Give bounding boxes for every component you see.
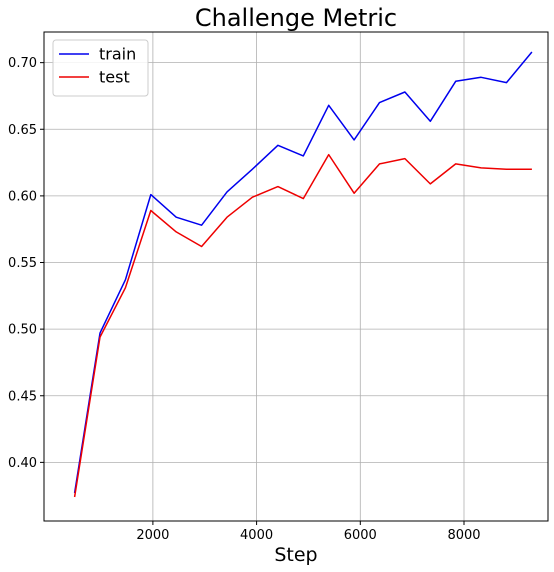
series-lines xyxy=(73,51,533,498)
plot-frame xyxy=(43,31,549,522)
y-tick-label-6: 0.70 xyxy=(8,56,37,71)
legend-label-test: test xyxy=(99,68,130,87)
legend-label-train: train xyxy=(99,45,136,64)
chart-title: Challenge Metric xyxy=(195,4,397,32)
x-axis-ticks: 2000 4000 6000 8000 xyxy=(136,521,481,543)
y-tick-label-2: 0.50 xyxy=(8,323,37,338)
x-tick-label-1: 4000 xyxy=(240,528,273,543)
series-line-test xyxy=(73,153,532,498)
y-axis-ticks: 0.40 0.45 0.50 0.55 0.60 0.65 0.70 xyxy=(8,56,44,471)
y-tick-label-1: 0.45 xyxy=(8,389,37,404)
y-tick-label-5: 0.65 xyxy=(8,123,37,138)
y-tick-label-0: 0.40 xyxy=(8,456,37,471)
legend: train test xyxy=(52,39,149,97)
x-tick-label-2: 6000 xyxy=(344,528,377,543)
grid xyxy=(44,32,548,521)
y-tick-label-3: 0.55 xyxy=(8,256,37,271)
y-tick-label-4: 0.60 xyxy=(8,189,37,204)
x-axis-label: Step xyxy=(274,544,317,566)
x-tick-label-3: 8000 xyxy=(447,528,480,543)
series-line-train xyxy=(73,51,533,494)
x-tick-label-0: 2000 xyxy=(136,528,169,543)
